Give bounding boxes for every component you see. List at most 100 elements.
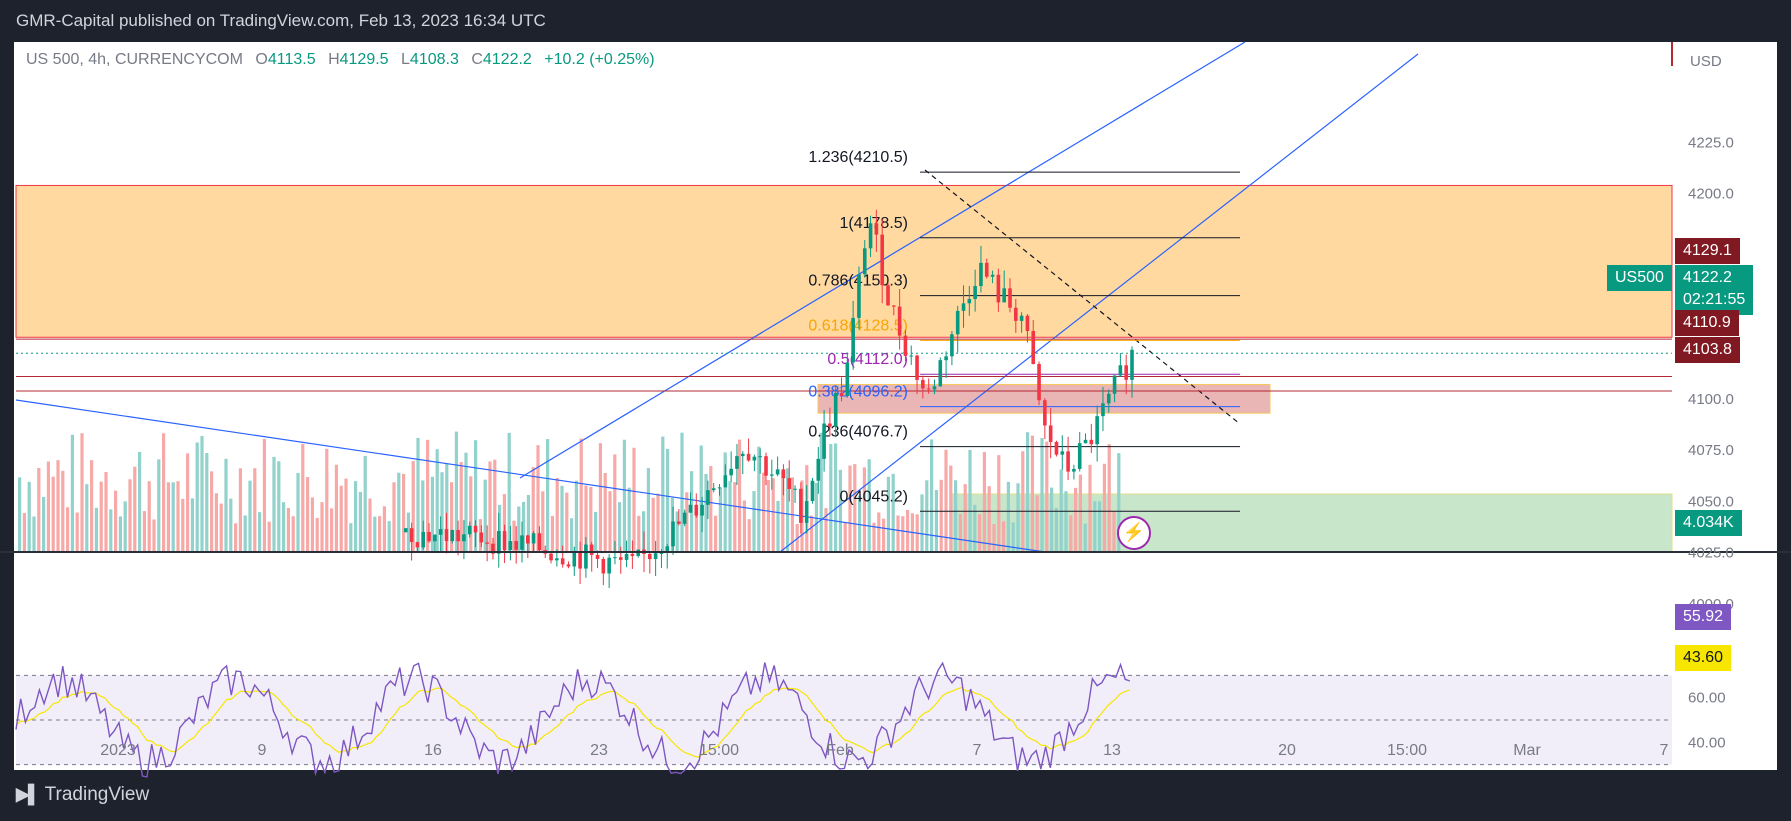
candle-body — [764, 456, 768, 476]
volume-bar — [66, 507, 70, 552]
candle-body — [822, 423, 826, 459]
candle-body — [537, 533, 542, 551]
volume-bar — [848, 465, 852, 552]
level-tag-4103: 4103.8 — [1675, 337, 1740, 363]
high-value: 4129.5 — [339, 51, 389, 68]
volume-bar — [694, 512, 698, 552]
volume-bar — [277, 461, 281, 552]
volume-bar — [766, 480, 770, 552]
candles-layer — [404, 209, 1134, 589]
candle-body — [688, 504, 693, 513]
time-tick: 7 — [973, 742, 982, 759]
volume-bar — [757, 446, 761, 552]
candle-body — [508, 541, 513, 550]
volume-bar — [661, 436, 665, 552]
volume-bar — [56, 460, 60, 552]
volume-bar — [128, 479, 132, 552]
price-tick: 4200.0 — [1688, 186, 1734, 203]
volume-bar — [291, 516, 295, 552]
price-tick: 4100.0 — [1688, 391, 1734, 408]
tradingview-logo[interactable]: ▶▌ TradingView — [16, 784, 149, 806]
candle-body — [932, 386, 937, 390]
volume-bar — [574, 480, 578, 552]
candle-body — [845, 362, 850, 396]
volume-bar — [1045, 441, 1049, 552]
candle-body — [671, 521, 675, 547]
candle-body — [944, 356, 948, 361]
volume-bar — [498, 504, 502, 552]
volume-bar — [978, 514, 982, 552]
time-tick: 13 — [1103, 742, 1121, 759]
candle-body — [874, 223, 879, 235]
volume-bar — [306, 477, 310, 552]
volume-bar — [1064, 491, 1068, 552]
volume-bar — [886, 476, 890, 552]
candle-body — [892, 305, 896, 307]
symbol-name: US 500, 4h, CURRENCYCOM — [26, 51, 243, 68]
volume-bar — [349, 523, 353, 552]
volume-bar — [75, 512, 79, 552]
volume-bar — [603, 473, 607, 552]
time-tick: 15:00 — [699, 742, 739, 759]
candle-body — [903, 335, 908, 356]
volume-bar — [90, 460, 94, 552]
volume-bar — [142, 511, 146, 552]
candle-body — [572, 552, 577, 567]
volume-bar — [392, 482, 396, 552]
volume-bar — [1107, 444, 1111, 552]
volume-bar — [286, 507, 290, 552]
volume-layer — [18, 431, 1121, 552]
volume-bar — [944, 449, 948, 552]
volume-bar — [512, 520, 516, 552]
volume-bar — [363, 455, 367, 552]
volume-bar — [181, 498, 185, 552]
candle-body — [897, 306, 902, 336]
volume-bar — [738, 439, 742, 552]
candle-body — [717, 487, 722, 489]
volume-bar — [42, 496, 46, 552]
candle-body — [1112, 375, 1117, 394]
candle-body — [926, 388, 931, 390]
volume-bar — [992, 523, 996, 552]
candle-body — [618, 557, 623, 560]
candle-body — [409, 528, 414, 543]
volume-bar — [162, 433, 166, 552]
candle-body — [1048, 425, 1053, 442]
lightning-icon[interactable]: ⚡ — [1117, 516, 1151, 550]
volume-bar — [546, 439, 550, 552]
volume-bar — [358, 491, 362, 552]
candle-body — [427, 531, 431, 542]
volume-bar — [714, 515, 718, 552]
volume-bar — [1069, 515, 1073, 552]
rsi-tag: 55.92 — [1675, 604, 1732, 630]
volume-bar — [531, 467, 535, 552]
candle-body — [880, 234, 884, 286]
volume-bar — [829, 444, 833, 552]
volume-bar — [584, 485, 588, 552]
candle-body — [1089, 439, 1094, 445]
candle-body — [624, 553, 629, 560]
volume-bar — [666, 448, 670, 552]
footer-bar: ▶▌ TradingView — [0, 770, 1791, 821]
candle-body — [1077, 443, 1082, 469]
volume-bar — [656, 493, 660, 552]
volume-bar — [901, 516, 905, 552]
volume-bar — [474, 440, 478, 552]
candle-body — [479, 532, 484, 543]
candle-body — [770, 474, 774, 476]
volume-bar — [224, 458, 228, 552]
volume-bar — [138, 451, 142, 552]
candle-body — [1106, 393, 1111, 404]
volume-bar — [862, 467, 866, 552]
trendline — [15, 399, 1046, 553]
candle-body — [502, 531, 507, 550]
volume-bar — [397, 472, 401, 552]
low-value: 4108.3 — [409, 51, 459, 68]
price-tick: 4025.0 — [1688, 545, 1734, 562]
candle-body — [1037, 363, 1041, 401]
rsi-tick: 60.00 — [1688, 690, 1726, 707]
candle-body — [723, 475, 728, 488]
volume-bar — [925, 480, 929, 552]
candle-body — [549, 553, 553, 561]
